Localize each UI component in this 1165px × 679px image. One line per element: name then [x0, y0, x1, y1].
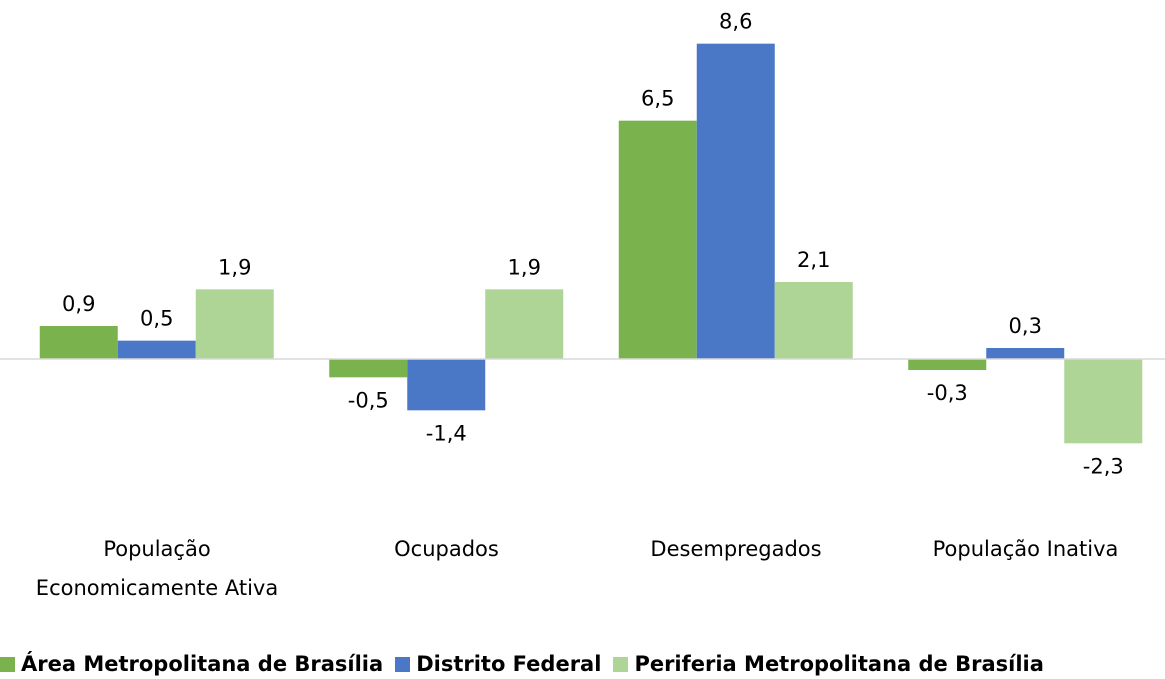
data-label: -0,5 — [348, 388, 389, 412]
bar — [774, 282, 853, 359]
legend-label: Periferia Metropolitana de Brasília — [634, 652, 1044, 676]
x-tick-label: Ocupados — [394, 537, 499, 561]
bar — [986, 348, 1065, 359]
bar — [696, 43, 775, 360]
bar — [407, 359, 486, 411]
x-tick-label: População Inativa — [932, 537, 1119, 561]
legend-item: Área Metropolitana de Brasília — [0, 652, 383, 676]
data-label: -2,3 — [1083, 454, 1124, 478]
legend-item: Distrito Federal — [395, 652, 601, 676]
data-label: 0,3 — [1009, 314, 1042, 338]
data-label: 6,5 — [641, 87, 674, 111]
data-label: 8,6 — [719, 10, 752, 34]
bar — [117, 340, 196, 359]
data-label: -1,4 — [426, 421, 467, 445]
x-tick-label: Desempregados — [650, 537, 822, 561]
bar — [618, 120, 697, 360]
data-label: 0,9 — [62, 292, 95, 316]
data-label: 0,5 — [140, 307, 173, 331]
legend-swatch — [395, 656, 411, 672]
data-label: 2,1 — [797, 248, 830, 272]
data-label: 1,9 — [218, 255, 251, 279]
chart: 0,9 -0,5 6,5 -0,3 0,5 -1,4 8,6 0,3 1,9 1,9 2,1 -2,3 — [0, 10, 1165, 478]
bar — [1064, 359, 1143, 444]
data-label: 1,9 — [508, 255, 541, 279]
x-tick-label: População Economicamente Ativa — [35, 537, 279, 600]
bar — [39, 326, 118, 359]
legend-label: Área Metropolitana de Brasília — [21, 652, 384, 676]
legend-swatch — [0, 656, 15, 672]
bar — [485, 289, 564, 359]
bar — [329, 359, 408, 378]
legend-label: Distrito Federal — [416, 652, 602, 676]
data-label: -0,3 — [927, 381, 968, 405]
bar — [195, 289, 274, 359]
legend-swatch — [613, 656, 629, 672]
legend-item: Periferia Metropolitana de Brasília — [613, 652, 1044, 676]
bar — [908, 359, 987, 370]
legend: Área Metropolitana de Brasília Distrito F… — [0, 648, 1165, 679]
